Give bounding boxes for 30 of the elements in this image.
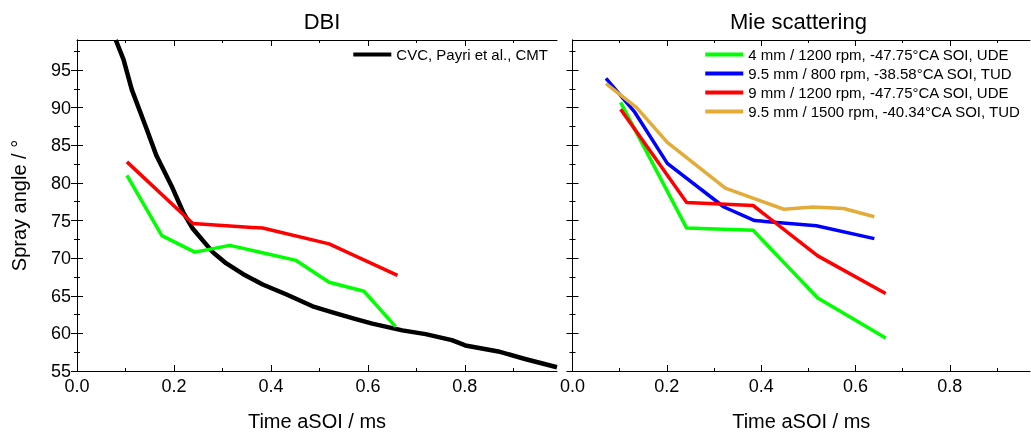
line-series — [125, 173, 398, 329]
x-tick-label: 0.8 — [452, 376, 478, 396]
y-tick-label: 65 — [50, 285, 71, 306]
x-tick-label: 0.2 — [161, 376, 187, 396]
line-series — [125, 160, 400, 278]
y-tick-label: 80 — [50, 172, 71, 193]
y-tick-label: 95 — [50, 60, 71, 81]
legend-label: 9.5 mm / 1500 rpm, -40.34°CA SOI, TUD — [748, 103, 1021, 120]
chart-title: Mie scattering — [730, 8, 867, 34]
x-tick-label: 0.4 — [258, 376, 284, 396]
y-tick-label: 75 — [50, 210, 71, 231]
y-axis-title: Spray angle / ° — [8, 139, 30, 272]
x-tick-label: 0.0 — [560, 376, 586, 396]
x-tick-label: 0.6 — [355, 376, 381, 396]
y-tick-label: 85 — [50, 135, 71, 156]
chart-title: DBI — [303, 8, 341, 34]
legend-label: CVC, Payri et al., CMT — [396, 46, 549, 63]
x-tick-label: 0.4 — [748, 376, 774, 396]
x-tick-label: 0.8 — [937, 376, 963, 396]
legend-label: 9.5 mm / 800 rpm, -38.58°CA SOI, TUD — [748, 65, 1012, 82]
x-tick-label: 0.2 — [654, 376, 680, 396]
legend-label: 9 mm / 1200 rpm, -47.75°CA SOI, UDE — [748, 84, 1009, 101]
x-tick-label: 0.6 — [842, 376, 869, 396]
x-axis-title: Time aSOI / ms — [247, 410, 387, 432]
y-tick-label: 70 — [50, 248, 71, 269]
y-tick-label: 90 — [50, 97, 71, 118]
y-tick-label: 60 — [50, 323, 71, 344]
legend-label: 4 mm / 1200 rpm, -47.75°CA SOI, UDE — [748, 46, 1009, 63]
x-axis-title: Time aSOI / ms — [732, 410, 871, 432]
x-tick-label: 0.0 — [64, 376, 90, 396]
